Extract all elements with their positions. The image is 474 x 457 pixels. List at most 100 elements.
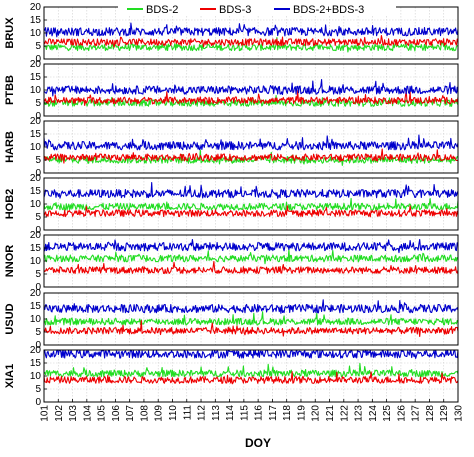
- x-tick-label: 129: [439, 405, 450, 422]
- series-line-bds-3: [43, 371, 459, 385]
- x-tick-label: 117: [268, 405, 279, 421]
- y-tick-label: 5: [35, 384, 41, 395]
- y-tick-label: 20: [30, 173, 42, 184]
- x-tick-label: 108: [139, 405, 150, 422]
- panels-group: 0 5 10 15 20 BRUX 0 5 10 15 20 PTBB 0 5 10 15 20 HARB 0 5 10…: [4, 2, 459, 408]
- y-tick-label: 5: [35, 155, 41, 166]
- series-line-bds-2: [43, 197, 459, 212]
- x-tick-label: 105: [97, 405, 108, 422]
- x-tick-label: 113: [211, 405, 222, 421]
- y-tick-label: 20: [30, 230, 42, 241]
- x-tick-label: 114: [225, 405, 236, 421]
- y-tick-label: 0: [35, 225, 41, 236]
- panel-label-usud: USUD: [4, 303, 16, 334]
- panel-label-nnor: NNOR: [4, 245, 16, 277]
- x-tick-label: 120: [311, 405, 322, 422]
- legend: BDS-2 BDS-3 BDS-2+BDS-3: [118, 2, 396, 16]
- y-tick-label: 15: [30, 358, 42, 369]
- y-tick-label: 0: [35, 54, 41, 65]
- legend-item: BDS-3: [200, 4, 251, 16]
- y-tick-label: 0: [35, 397, 41, 408]
- panel-label-xia1: XIA1: [4, 364, 16, 388]
- x-tick-label: 125: [382, 405, 393, 422]
- series-line-bds-3: [43, 205, 459, 218]
- x-tick-label: 107: [125, 405, 136, 422]
- legend-label: BDS-2+BDS-3: [293, 4, 364, 16]
- y-tick-label: 20: [30, 288, 42, 299]
- y-tick-label: 5: [35, 98, 41, 109]
- x-tick-label: 106: [111, 405, 122, 422]
- y-tick-label: 5: [35, 41, 41, 52]
- x-tick-label: 116: [254, 405, 265, 421]
- y-tick-label: 5: [35, 212, 41, 223]
- y-tick-label: 15: [30, 186, 42, 197]
- x-tick-label: 118: [282, 405, 293, 421]
- x-tick-label: 101: [40, 405, 51, 422]
- x-tick-label: 112: [197, 405, 208, 421]
- x-tick-label: 111: [182, 405, 193, 421]
- panel-xia1: 0 5 10 15 20 XIA1: [4, 345, 459, 408]
- y-tick-label: 15: [30, 129, 42, 140]
- y-tick-label: 10: [30, 256, 42, 267]
- x-tick-label: 119: [296, 405, 307, 421]
- series-line-bds-3: [43, 35, 459, 48]
- series-line-bds-2: [43, 362, 459, 378]
- y-tick-label: 5: [35, 269, 41, 280]
- legend-label: BDS-3: [219, 4, 251, 16]
- series-line-bds-2: [43, 37, 459, 53]
- legend-label: BDS-2: [146, 4, 178, 16]
- y-tick-label: 10: [30, 28, 42, 39]
- x-tick-label: 110: [168, 405, 179, 421]
- series-line-bds-3: [43, 148, 459, 164]
- panel-harb: 0 5 10 15 20 HARB: [4, 116, 459, 179]
- series-line-bds-3: [43, 260, 459, 275]
- y-tick-label: 10: [30, 314, 42, 325]
- y-tick-label: 10: [30, 85, 42, 96]
- y-tick-label: 20: [30, 116, 42, 127]
- panel-usud: 0 5 10 15 20 USUD: [4, 288, 459, 351]
- panel-brux: 0 5 10 15 20 BRUX: [4, 2, 459, 65]
- x-tick-label: 103: [68, 405, 79, 422]
- y-tick-label: 5: [35, 327, 41, 338]
- legend-item: BDS-2+BDS-3: [274, 4, 364, 16]
- panel-nnor: 0 5 10 15 20 NNOR: [4, 230, 459, 293]
- y-tick-label: 0: [35, 111, 41, 122]
- panel-label-hob2: HOB2: [4, 189, 16, 220]
- series-line-bds-2: [43, 311, 459, 326]
- x-tick-label: 124: [368, 405, 379, 422]
- y-tick-label: 10: [30, 199, 42, 210]
- series-line-bds-2: [43, 248, 459, 265]
- x-axis-label: DOY: [245, 436, 271, 450]
- panel-label-ptbb: PTBB: [4, 75, 16, 105]
- y-tick-label: 15: [30, 301, 42, 312]
- series-line-bds-3: [43, 320, 459, 337]
- y-tick-label: 10: [30, 142, 42, 153]
- x-tick-label: 126: [396, 405, 407, 422]
- panel-label-brux: BRUX: [4, 17, 16, 49]
- x-tick-label: 123: [354, 405, 365, 422]
- x-tick-labels: 101 102 103 104 105 106 107 108 109 110 111 112 113 1…: [40, 399, 465, 422]
- y-tick-label: 15: [30, 243, 42, 254]
- series-line-bds-2-plus-bds-3: [43, 182, 459, 199]
- y-tick-label: 0: [35, 340, 41, 351]
- y-tick-label: 0: [35, 168, 41, 179]
- x-tick-label: 128: [425, 405, 436, 422]
- panel-label-harb: HARB: [4, 131, 16, 163]
- x-tick-label: 121: [325, 405, 336, 422]
- y-tick-label: 0: [35, 282, 41, 293]
- x-tick-label: 109: [154, 405, 165, 422]
- x-tick-label: 127: [411, 405, 422, 422]
- panel-ptbb: 0 5 10 15 20 PTBB: [4, 59, 459, 122]
- y-tick-label: 10: [30, 371, 42, 382]
- series-line-bds-2-plus-bds-3: [43, 79, 459, 97]
- y-tick-label: 20: [30, 2, 42, 13]
- y-tick-label: 20: [30, 345, 42, 356]
- x-tick-label: 130: [454, 405, 465, 422]
- x-tick-label: 102: [54, 405, 65, 422]
- series-line-bds-3: [43, 89, 459, 106]
- legend-item: BDS-2: [127, 4, 178, 16]
- series-line-bds-2-plus-bds-3: [43, 22, 459, 38]
- x-tick-label: 115: [239, 405, 250, 421]
- series-line-bds-2-plus-bds-3: [43, 349, 459, 359]
